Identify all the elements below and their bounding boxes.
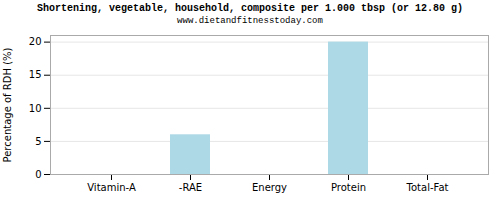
html-text:Shortening, vegetable, househo: Shortening, vegetable, household, compos… <box>37 3 463 14</box>
svg-text:-RAE: -RAE <box>179 182 202 193</box>
svg-text:Vitamin-A: Vitamin-A <box>87 182 136 193</box>
svg-text:Energy: Energy <box>252 182 287 193</box>
svg-text:0: 0 <box>35 169 41 180</box>
svg-text:Protein: Protein <box>331 182 366 193</box>
html-text:www.dietandfitnesstoday.com: www.dietandfitnesstoday.com <box>177 16 323 26</box>
svg-text:Percentage of RDH (%): Percentage of RDH (%) <box>2 47 13 162</box>
svg-text:20: 20 <box>29 36 42 47</box>
svg-text:10: 10 <box>29 103 42 114</box>
svg-text:15: 15 <box>29 69 42 80</box>
svg-text:Total-Fat: Total-Fat <box>406 182 449 193</box>
svg-text:5: 5 <box>35 136 41 147</box>
